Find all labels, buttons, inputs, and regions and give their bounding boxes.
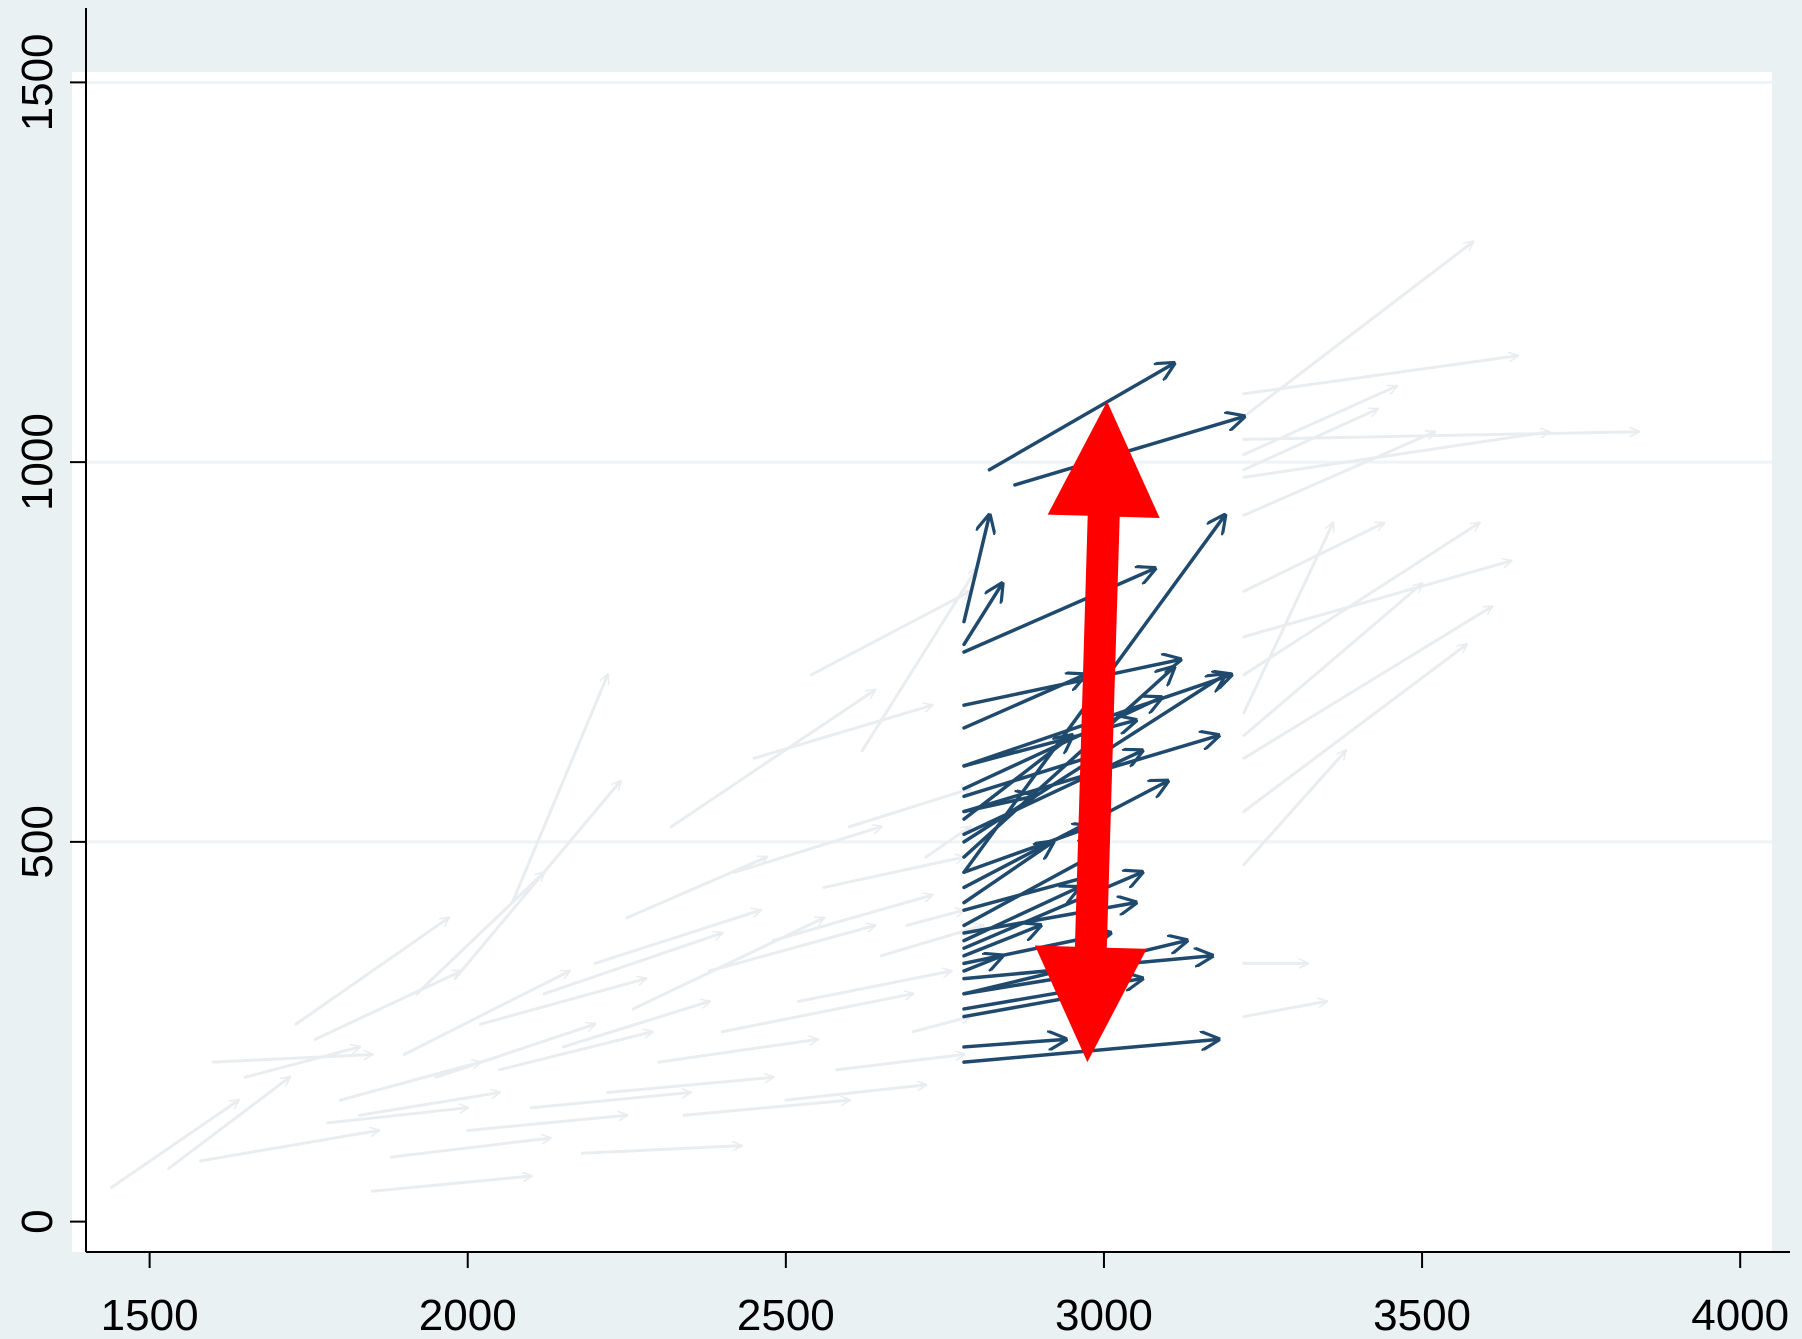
- faded-arrow-22: [561, 1001, 709, 1049]
- faded-arrow-18: [498, 1032, 653, 1072]
- faded-arrow-51: [1242, 432, 1435, 517]
- gridlines: [86, 80, 1772, 844]
- highlight-arrow-25: [962, 660, 1180, 707]
- plot-background: [72, 72, 1772, 1252]
- faded-arrow-9: [358, 1093, 500, 1117]
- faded-arrow-21: [542, 933, 722, 996]
- y-tick-label-1: 500: [13, 805, 62, 878]
- faded-arrow-2: [199, 1130, 379, 1163]
- highlight-arrow-2: [962, 568, 1155, 654]
- highlight-arrow-19: [962, 1039, 1066, 1047]
- faded-arrow-60: [1242, 1001, 1327, 1019]
- faded-arrow-39: [822, 857, 964, 889]
- faded-arrow-30: [682, 1100, 851, 1117]
- y-tick-label-0: 0: [13, 1209, 62, 1233]
- highlight-arrow-1: [962, 515, 989, 624]
- faded-arrow-62: [1242, 604, 1492, 760]
- faded-arrow-15: [453, 781, 620, 981]
- faded-arrow-34: [752, 705, 932, 760]
- faded-arrow-19: [510, 675, 607, 905]
- faded-arrow-8: [338, 1062, 480, 1102]
- faded-arrow-25: [606, 1077, 775, 1095]
- highlight-arrow-14: [962, 872, 1142, 950]
- faded-arrow-series: [109, 242, 1640, 1193]
- faded-arrow-12: [402, 969, 569, 1057]
- faded-arrow-50: [1242, 356, 1518, 396]
- faded-arrow-43: [879, 925, 983, 958]
- faded-arrow-20: [529, 1093, 692, 1110]
- faded-arrow-31: [708, 925, 875, 973]
- highlight-arrow-15: [962, 925, 1040, 958]
- faded-arrow-1: [167, 1077, 290, 1170]
- y-tick-label-3: 1500: [13, 33, 62, 131]
- faded-arrow-44: [905, 910, 964, 927]
- faded-arrow-56: [1242, 644, 1467, 813]
- faded-arrow-7: [326, 1108, 468, 1125]
- faded-arrow-57: [1242, 561, 1511, 639]
- faded-arrow-38: [809, 589, 970, 677]
- faded-arrow-26: [625, 857, 767, 920]
- faded-arrow-45: [911, 1017, 970, 1034]
- faded-arrow-41: [847, 789, 970, 829]
- faded-arrow-17: [478, 979, 645, 1026]
- faded-arrow-40: [835, 1055, 964, 1072]
- faded-arrow-24: [593, 910, 760, 965]
- x-tick-label-5: 4000: [1691, 1291, 1789, 1339]
- faded-arrow-61: [1242, 432, 1640, 441]
- faded-arrow-16: [466, 1115, 629, 1132]
- faded-arrow-63: [1242, 432, 1549, 479]
- faded-arrow-53: [1242, 521, 1384, 593]
- faded-arrow-28: [657, 1039, 818, 1064]
- faded-arrow-27: [631, 916, 824, 1011]
- faded-arrow-11: [389, 1138, 550, 1159]
- x-tick-label-3: 3000: [1055, 1291, 1153, 1339]
- faded-arrow-14: [434, 1024, 595, 1079]
- x-tick-label-1: 2000: [419, 1291, 517, 1339]
- highlight-arrow-27: [962, 827, 1091, 875]
- faded-arrow-49: [1242, 386, 1397, 457]
- highlight-arrow-23: [962, 751, 1142, 837]
- faded-arrow-58: [1242, 751, 1346, 867]
- x-tick-label-2: 2500: [737, 1291, 835, 1339]
- double-arrow-series: [1034, 401, 1160, 1063]
- faded-arrow-23: [580, 1146, 743, 1155]
- axes: 1500 2000 2500 3000 3500 4000 0 500 1000 1500: [13, 8, 1790, 1339]
- x-tick-label-0: 1500: [101, 1291, 199, 1339]
- faded-arrow-32: [720, 994, 913, 1034]
- highlight-arrow-3: [987, 363, 1174, 472]
- faded-arrow-10: [370, 1176, 533, 1193]
- faded-arrow-5: [294, 918, 449, 1026]
- highlight-arrow-0: [962, 584, 1002, 647]
- faded-arrow-55: [1242, 523, 1479, 677]
- faded-arrow-35: [771, 895, 932, 943]
- faded-arrow-4: [243, 1047, 360, 1079]
- double-arrow-0: [1034, 401, 1160, 1063]
- faded-arrow-0: [109, 1100, 238, 1189]
- faded-arrow-42: [860, 568, 979, 753]
- highlight-arrow-13: [962, 887, 1079, 943]
- highlight-arrow-11: [962, 842, 1053, 905]
- faded-arrow-54: [1242, 584, 1422, 738]
- faded-arrow-37: [797, 971, 952, 1003]
- x-tick-label-4: 3500: [1373, 1291, 1471, 1339]
- y-tick-label-2: 1000: [13, 413, 62, 511]
- faded-arrow-13: [415, 872, 544, 996]
- faded-arrow-29: [669, 690, 875, 829]
- faded-arrow-6: [313, 971, 461, 1041]
- faded-arrow-36: [784, 1085, 926, 1102]
- faded-arrow-46: [924, 827, 971, 859]
- faded-arrow-33: [733, 827, 881, 874]
- faded-arrow-3: [211, 1055, 374, 1064]
- highlight-arrow-4: [1013, 417, 1244, 487]
